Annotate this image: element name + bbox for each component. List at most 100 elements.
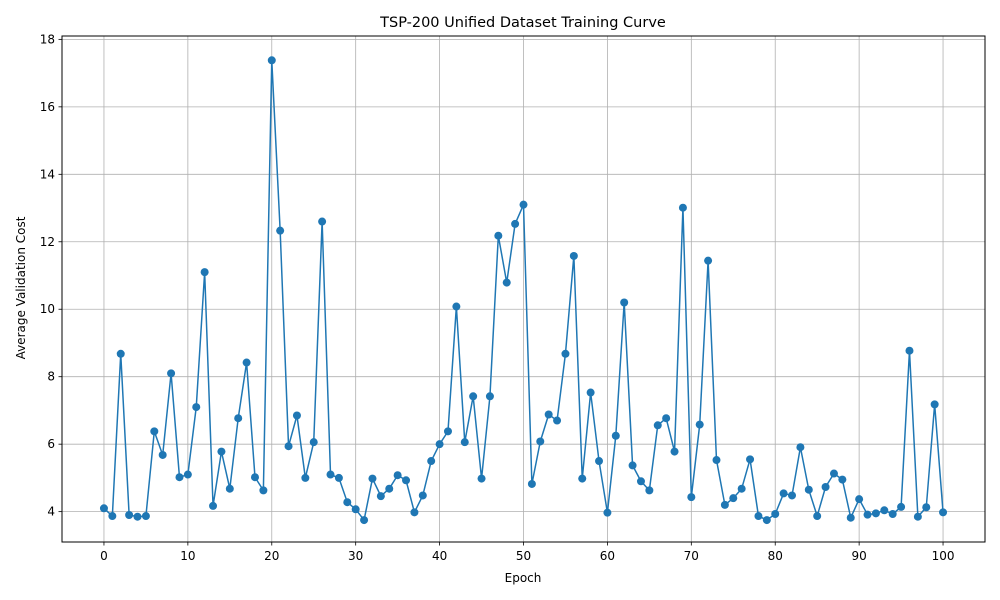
x-axis-title: Epoch — [505, 571, 542, 585]
y-tick-label: 8 — [47, 370, 55, 384]
data-point — [595, 457, 604, 466]
data-point — [343, 498, 352, 507]
data-point — [788, 491, 797, 500]
y-tick-label: 10 — [40, 302, 55, 316]
x-tick-label: 30 — [348, 549, 363, 563]
data-point — [477, 474, 486, 483]
data-point — [905, 346, 914, 355]
y-tick-label: 14 — [40, 167, 55, 181]
data-point — [360, 516, 369, 525]
data-point — [611, 431, 620, 440]
data-point — [813, 512, 822, 521]
data-point — [234, 414, 243, 423]
data-point — [880, 506, 889, 515]
data-point — [678, 203, 687, 212]
data-point — [301, 473, 310, 482]
data-point — [712, 456, 721, 465]
x-tick-label: 10 — [180, 549, 195, 563]
data-point — [402, 476, 411, 485]
data-point — [578, 474, 587, 483]
data-point — [846, 513, 855, 522]
y-tick-label: 18 — [40, 32, 55, 46]
data-point — [276, 226, 285, 235]
data-point — [108, 512, 117, 521]
data-point — [746, 455, 755, 464]
data-point — [871, 509, 880, 518]
data-point — [141, 512, 150, 521]
grid — [62, 36, 985, 542]
data-point — [116, 349, 125, 358]
data-point — [443, 427, 452, 436]
data-point — [217, 447, 226, 456]
data-point — [133, 512, 142, 521]
x-tick-label: 60 — [600, 549, 615, 563]
data-point — [175, 473, 184, 482]
data-point — [695, 420, 704, 429]
data-point — [636, 477, 645, 486]
x-tick-label: 0 — [100, 549, 108, 563]
data-point — [561, 349, 570, 358]
data-point — [150, 427, 159, 436]
x-tick-label: 50 — [516, 549, 531, 563]
data-point — [393, 471, 402, 480]
data-point — [410, 508, 419, 517]
x-tick-label: 90 — [851, 549, 866, 563]
data-point — [326, 470, 335, 479]
data-point — [376, 492, 385, 501]
data-point — [863, 510, 872, 519]
data-point — [720, 500, 729, 509]
data-point — [553, 416, 562, 425]
data-point — [292, 411, 301, 420]
y-tick-label: 12 — [40, 235, 55, 249]
data-point — [284, 442, 293, 451]
axes: 0 10 20 30 40 50 60 70 80 90 100 4 6 8 10 12 14 16 18 — [40, 32, 955, 563]
data-point — [469, 392, 478, 401]
y-axis-title: Average Validation Cost — [14, 216, 28, 359]
data-point — [544, 410, 553, 419]
data-point — [334, 473, 343, 482]
data-point — [930, 400, 939, 409]
data-point — [527, 479, 536, 488]
data-point — [536, 437, 545, 446]
data-point — [586, 388, 595, 397]
data-point — [855, 495, 864, 504]
data-point — [385, 484, 394, 493]
data-point — [922, 503, 931, 512]
data-point — [779, 489, 788, 498]
data-point — [687, 493, 696, 502]
data-point — [888, 510, 897, 519]
data-point — [209, 501, 218, 510]
x-tick-label: 70 — [684, 549, 699, 563]
data-point — [771, 510, 780, 519]
data-point — [913, 512, 922, 521]
data-point — [838, 475, 847, 484]
data-point — [704, 256, 713, 265]
data-point — [318, 217, 327, 226]
data-point — [242, 358, 251, 367]
data-point — [99, 504, 108, 513]
data-point — [737, 484, 746, 493]
data-point — [754, 512, 763, 521]
data-point — [485, 392, 494, 401]
data-point — [804, 485, 813, 494]
data-point — [796, 443, 805, 452]
data-point — [225, 484, 234, 493]
data-point — [435, 440, 444, 449]
data-point — [670, 447, 679, 456]
x-tick-label: 100 — [932, 549, 955, 563]
series-validation-cost — [99, 56, 948, 525]
data-point — [158, 450, 167, 459]
data-point — [645, 486, 654, 495]
data-point — [427, 457, 436, 466]
chart-title: TSP-200 Unified Dataset Training Curve — [379, 15, 666, 31]
data-point — [628, 461, 637, 470]
data-point — [351, 505, 360, 514]
data-point — [494, 231, 503, 240]
data-point — [192, 403, 201, 412]
data-point — [653, 421, 662, 430]
x-tick-label: 20 — [264, 549, 279, 563]
data-point — [502, 278, 511, 287]
y-tick-label: 6 — [47, 437, 55, 451]
